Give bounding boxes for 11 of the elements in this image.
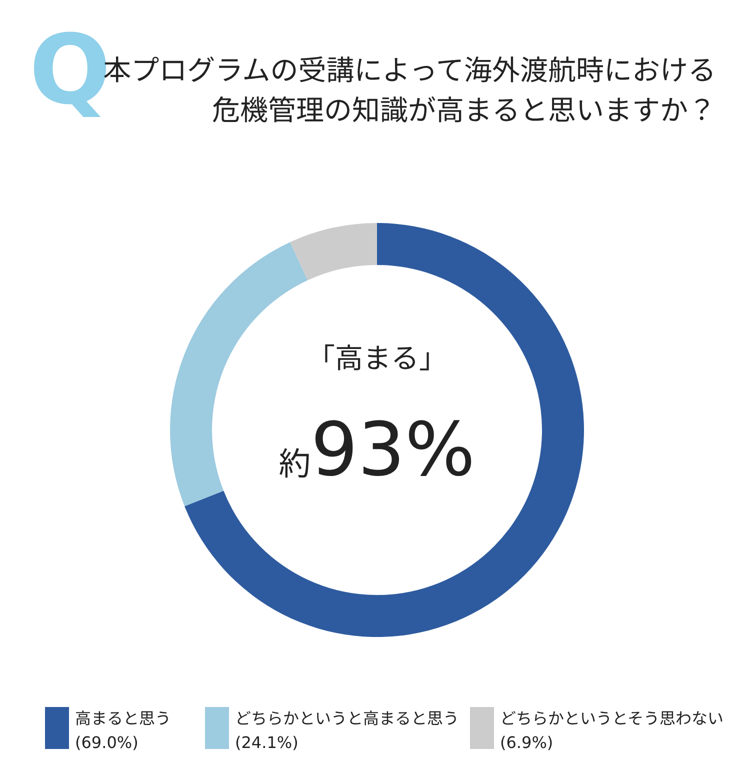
legend-label: 高まると思う xyxy=(75,709,172,728)
text: 約93% xyxy=(278,407,476,493)
donut-slice xyxy=(184,223,584,637)
legend-label: どちらかというと高まると思う xyxy=(235,709,460,728)
donut-slice xyxy=(170,242,308,506)
data-label: (24.1%) xyxy=(235,733,298,752)
donut-slice xyxy=(290,223,377,280)
text: 「高まる」 xyxy=(306,342,448,375)
data-label: (6.9%) xyxy=(500,733,554,752)
legend-label: どちらかというとそう思わない xyxy=(500,709,724,728)
data-label: (69.0%) xyxy=(75,733,138,752)
